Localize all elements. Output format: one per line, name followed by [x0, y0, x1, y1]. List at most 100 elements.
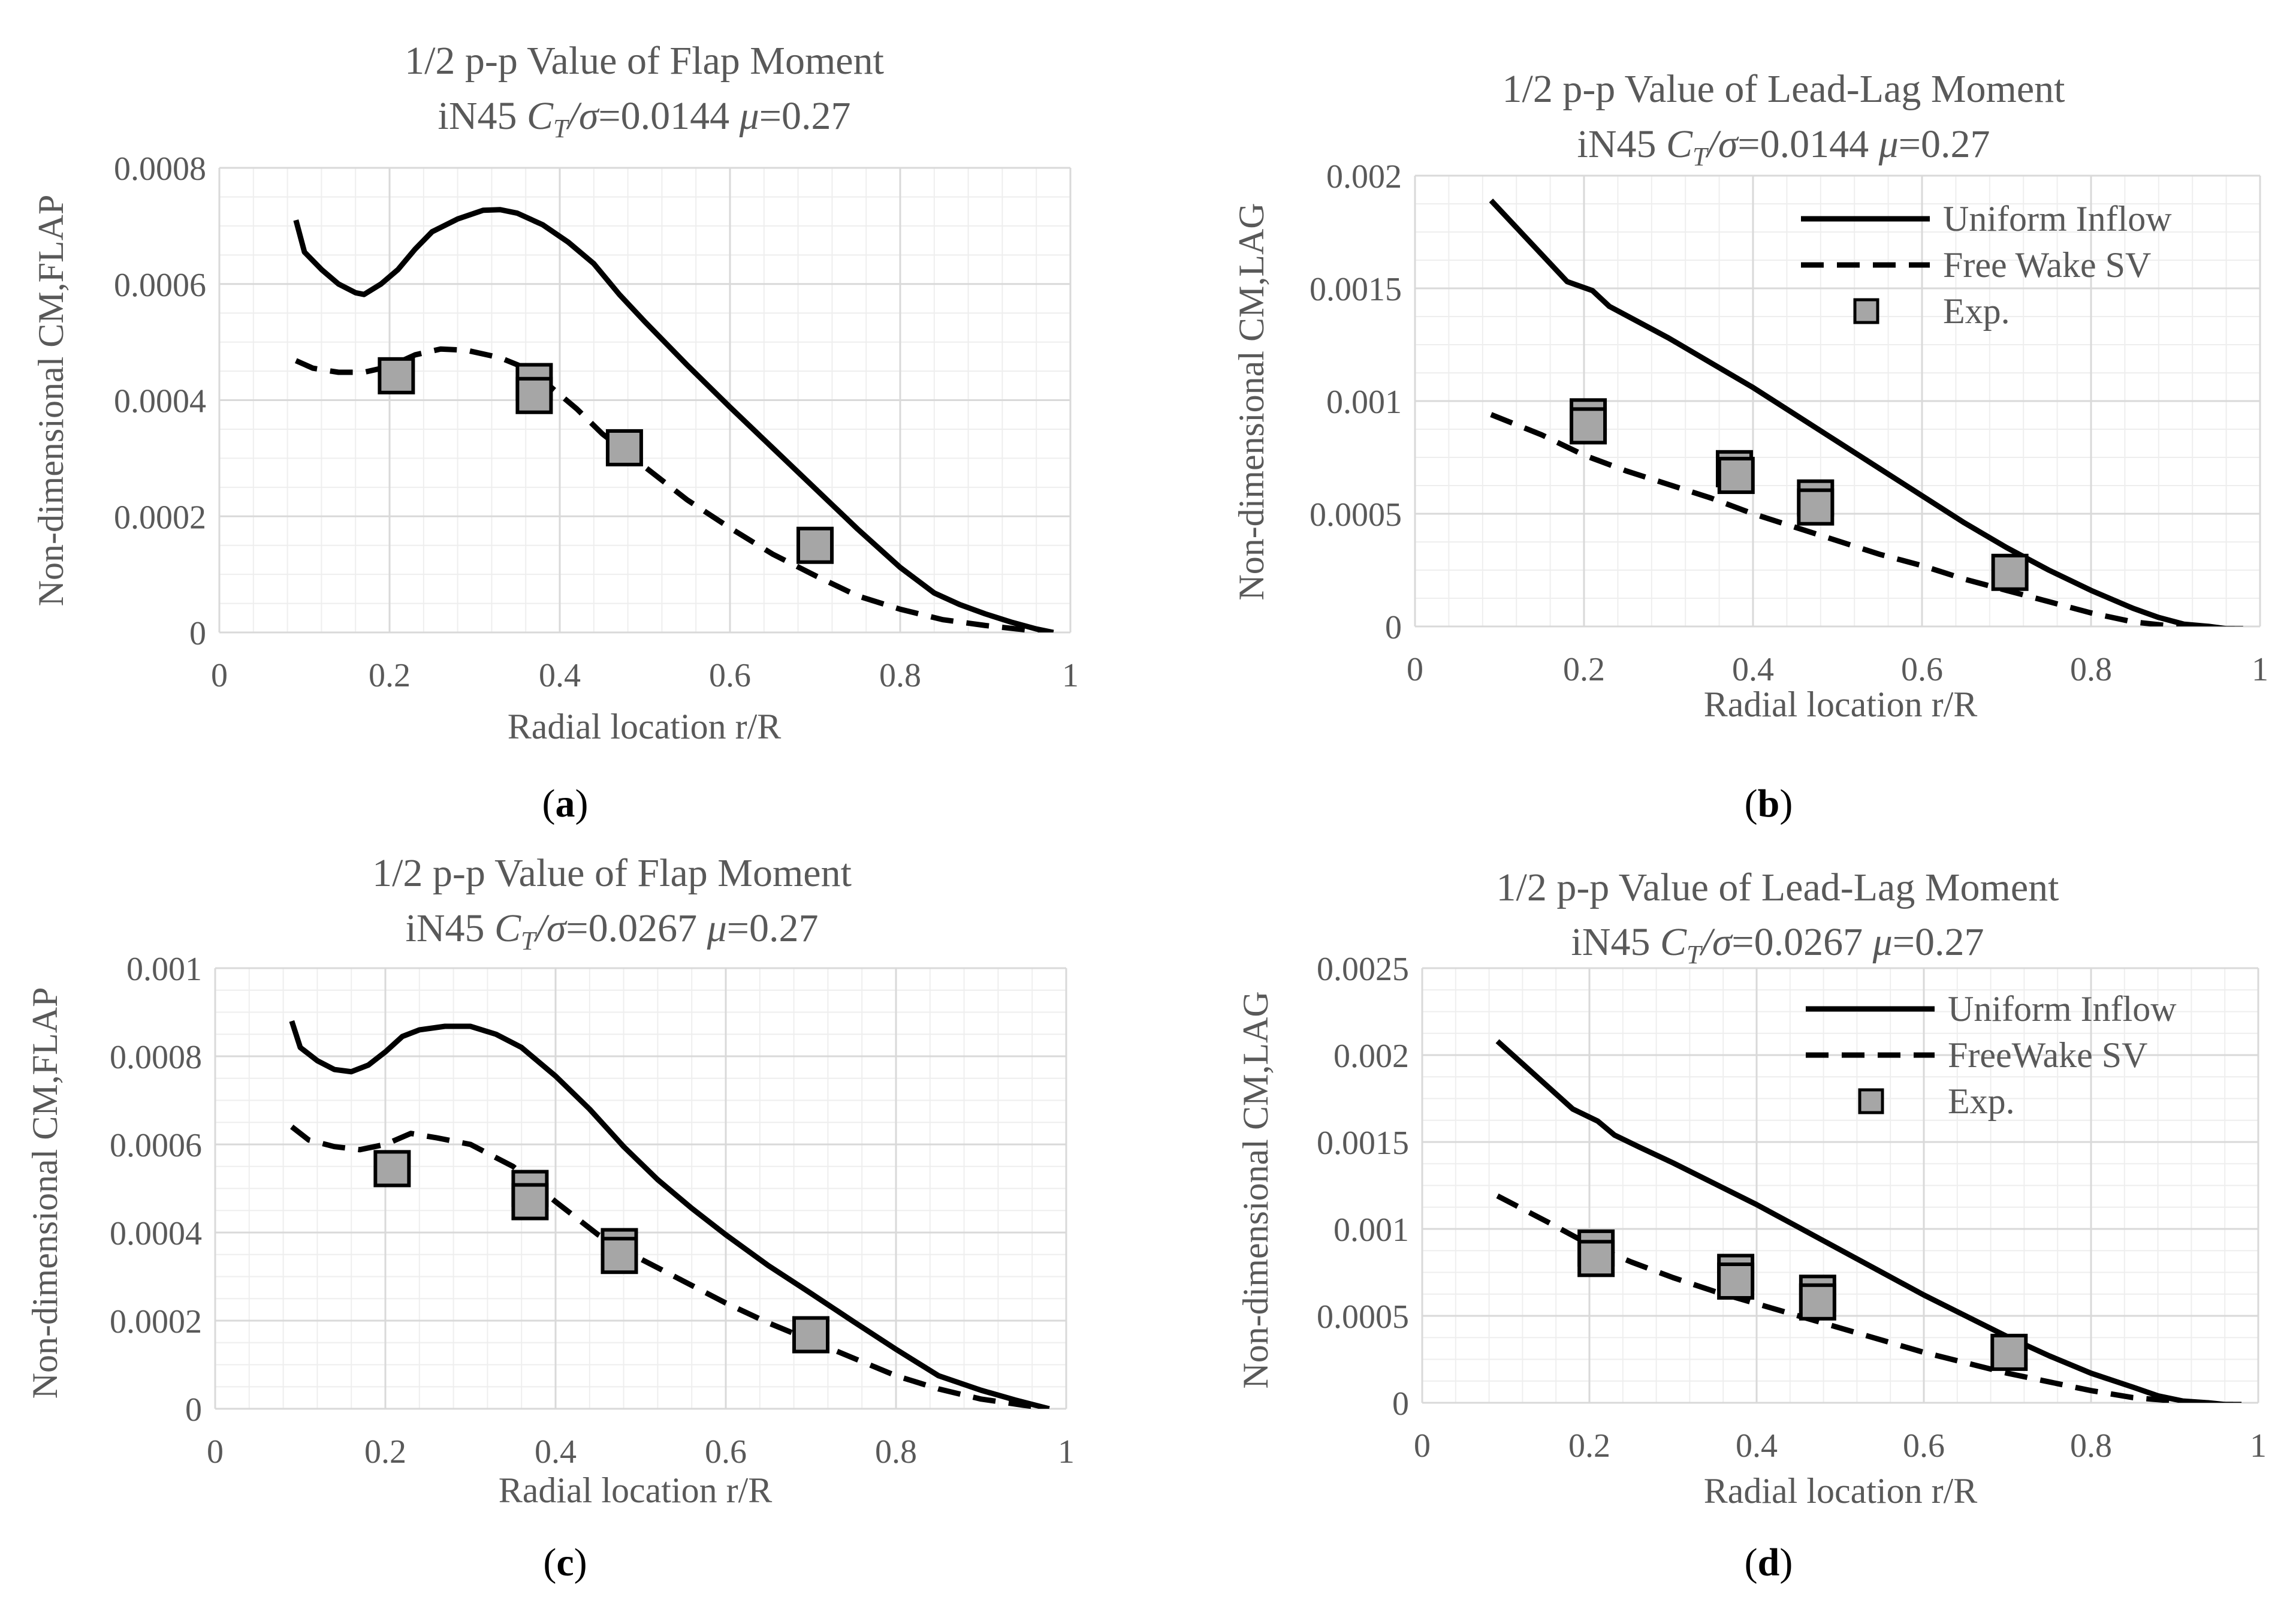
grid	[218, 167, 1072, 634]
x-tick-label: 1	[1062, 657, 1079, 694]
x-tick-label: 0.6	[1901, 651, 1943, 688]
chart-panel-a: 1/2 p-p Value of Flap Moment iN45 CT/σ=0…	[31, 39, 1079, 825]
free-wake-line	[1496, 1193, 2234, 1403]
y-tick-label: 0.0025	[1317, 951, 1409, 988]
title-ct-sub: T	[553, 114, 570, 143]
y-tick-labels: 0 0.0002 0.0004 0.0006 0.0008 0.001	[110, 951, 202, 1429]
x-tick-label: 1	[2252, 651, 2268, 688]
y-tick-label: 0.0006	[110, 1127, 202, 1164]
uniform-inflow-line	[1495, 1039, 2242, 1403]
chart-title-line2: iN45 CT/σ=0.0144 μ=0.27	[1577, 122, 1990, 171]
x-tick-label: 0.6	[1903, 1427, 1945, 1465]
exp-data-marker	[792, 1316, 829, 1354]
x-tick-label: 0.8	[875, 1433, 917, 1471]
y-axis-label: Non-dimensional CM,FLAP	[25, 987, 65, 1399]
exp-data-marker	[1717, 457, 1755, 495]
title-mu: μ	[707, 906, 727, 950]
y-tick-label: 0.002	[1333, 1038, 1409, 1075]
title-ct: C	[1666, 122, 1693, 166]
series	[289, 1020, 1050, 1409]
title-mu: μ	[1872, 920, 1893, 964]
chart-panel-d: 1/2 p-p Value of Lead-Lag Moment iN45 CT…	[1236, 866, 2267, 1584]
title-mu: μ	[1878, 122, 1899, 166]
x-tick-label: 1	[2250, 1427, 2267, 1465]
free-wake-line	[1490, 412, 2235, 626]
title-ct: C	[527, 94, 554, 138]
legend: Uniform Inflow Free Wake SV Exp.	[1801, 199, 2172, 331]
x-tick-label: 0.4	[1736, 1427, 1778, 1465]
title-ct-value: =0.0267	[566, 906, 707, 950]
x-tick-labels: 0 0.2 0.4 0.6 0.8 1	[1407, 651, 2268, 688]
exp-data-marker	[605, 429, 643, 466]
x-tick-label: 0.2	[364, 1433, 406, 1471]
panel-caption: (c)	[543, 1541, 587, 1584]
title-ct: C	[1660, 920, 1687, 964]
y-axis-label: Non-dimensional CM,LAG	[1236, 991, 1275, 1388]
panel-caption: (d)	[1745, 1541, 1793, 1584]
x-tick-labels: 0 0.2 0.4 0.6 0.8 1	[1414, 1427, 2267, 1465]
y-tick-labels: 0 0.0002 0.0004 0.0006 0.0008	[114, 150, 206, 652]
y-tick-labels: 0 0.0005 0.001 0.0015 0.002	[1310, 158, 1402, 646]
title-ct-value: =0.0144	[598, 94, 739, 138]
y-axis-label: Non-dimensional CM,FLAP	[31, 195, 71, 607]
x-tick-labels: 0 0.2 0.4 0.6 0.8 1	[211, 657, 1079, 694]
chart-title-line2: iN45 CT/σ=0.0267 μ=0.27	[405, 906, 818, 956]
uniform-inflow-line	[293, 207, 1054, 632]
exp-data-marker	[1570, 407, 1607, 445]
chart-title-line1: 1/2 p-p Value of Lead-Lag Moment	[1502, 67, 2065, 111]
y-tick-label: 0	[1392, 1385, 1409, 1423]
x-tick-label: 0	[1414, 1427, 1431, 1465]
exp-data-marker	[511, 1183, 549, 1221]
exp-data-marker	[1991, 553, 2029, 591]
x-tick-label: 0	[1407, 651, 1423, 688]
exp-data-marker	[378, 357, 415, 394]
exp-data-marker	[1797, 488, 1835, 526]
exp-data-marker	[1717, 1262, 1755, 1300]
series	[1489, 198, 2243, 626]
y-tick-label: 0.0015	[1310, 271, 1402, 308]
y-tick-label: 0.001	[126, 951, 202, 988]
x-tick-label: 0.6	[705, 1433, 747, 1471]
chart-title-line1: 1/2 p-p Value of Flap Moment	[405, 39, 884, 83]
exp-data-marker	[1990, 1333, 2028, 1371]
y-tick-label: 0.0015	[1317, 1125, 1409, 1162]
panel-caption-letter: b	[1758, 782, 1780, 825]
y-tick-label: 0.0005	[1317, 1298, 1409, 1336]
exp-data-marker	[373, 1150, 411, 1188]
chart-panel-c: 1/2 p-p Value of Flap Moment iN45 CT/σ=0…	[25, 851, 1075, 1584]
y-tick-label: 0.0002	[114, 499, 206, 536]
title-sigma: /σ	[533, 906, 568, 950]
x-axis-label: Radial location r/R	[499, 1471, 773, 1510]
title-mu-value: =0.27	[759, 94, 851, 138]
y-axis-label: Non-dimensional CM,LAG	[1232, 203, 1271, 600]
exp-data-marker	[515, 376, 553, 414]
y-tick-label: 0	[189, 615, 206, 652]
grid	[1414, 174, 2261, 628]
y-tick-label: 0.001	[1326, 384, 1402, 421]
title-mu: μ	[739, 94, 759, 138]
chart-title-line1: 1/2 p-p Value of Flap Moment	[372, 851, 852, 895]
title-ct-value: =0.0267	[1731, 920, 1872, 964]
y-tick-label: 0	[1385, 609, 1402, 646]
title-mu-value: =0.27	[727, 906, 819, 950]
legend-label: Exp.	[1948, 1081, 2015, 1121]
x-tick-label: 0.4	[535, 1433, 577, 1471]
chart-title-line1: 1/2 p-p Value of Lead-Lag Moment	[1496, 866, 2059, 909]
y-tick-label: 0	[185, 1391, 202, 1429]
x-tick-label: 1	[1058, 1433, 1075, 1471]
panel-caption-letter: c	[556, 1541, 574, 1584]
title-sigma: /σ	[1699, 920, 1733, 964]
x-tick-label: 0.8	[2070, 651, 2112, 688]
panel-caption-letter: d	[1758, 1541, 1780, 1584]
title-sigma: /σ	[1705, 122, 1739, 166]
title-mu-value: =0.27	[1893, 920, 1984, 964]
legend-label: Uniform Inflow	[1948, 989, 2177, 1029]
legend-label: Uniform Inflow	[1943, 199, 2172, 239]
legend-label: FreeWake SV	[1948, 1035, 2147, 1075]
title-ct-sub: T	[1692, 142, 1709, 171]
legend: Uniform Inflow FreeWake SV Exp.	[1806, 989, 2177, 1121]
y-tick-label: 0.0008	[110, 1039, 202, 1076]
title-ct: C	[494, 906, 521, 950]
uniform-inflow-line	[1489, 198, 2243, 626]
